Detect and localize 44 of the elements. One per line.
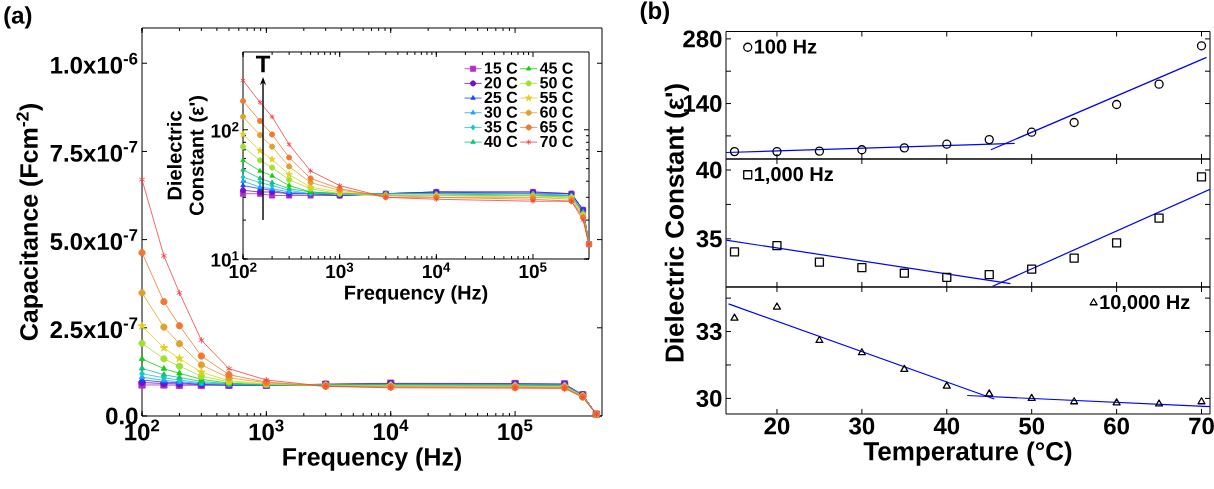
y-tick-label: 35 bbox=[696, 230, 722, 248]
y-tick-label: 280 bbox=[683, 30, 722, 48]
legend-label: 60 C bbox=[540, 106, 573, 118]
legend-label: 45 C bbox=[539, 62, 573, 74]
legend-label: 70 C bbox=[540, 135, 573, 148]
legend-label: 100 Hz bbox=[754, 39, 817, 54]
y-axis-title: Dielectric Constant (ε') bbox=[166, 96, 208, 216]
x-tick-label: 10$^{4}$ bbox=[423, 262, 451, 279]
legend-label: 20 C bbox=[484, 77, 518, 89]
x-tick-label: 50 bbox=[1019, 417, 1045, 435]
x-tick-label: 10$^{4}$ bbox=[373, 419, 409, 441]
y-tick-label: 33 bbox=[696, 323, 722, 341]
x-axis-title: Frequency (Hz) bbox=[283, 447, 462, 471]
x-axis-title: Temperature (°C) bbox=[863, 441, 1072, 466]
x-tick-label: 40 bbox=[933, 417, 960, 435]
x-tick-label: 60 bbox=[1104, 417, 1129, 435]
x-axis-title: Frequency (Hz) bbox=[345, 285, 488, 304]
legend-label: 25 C bbox=[484, 91, 518, 104]
y-tick-label: 1.0x10$^{-6}$ bbox=[51, 52, 138, 74]
legend-label: 1,000 Hz bbox=[754, 167, 834, 185]
legend-label: 30 C bbox=[484, 106, 518, 118]
legend-label: 65 C bbox=[540, 121, 573, 133]
legend-label: 55 C bbox=[540, 91, 573, 104]
x-tick-label: 20 bbox=[764, 417, 790, 435]
chart-title: (a) bbox=[4, 6, 32, 29]
x-tick-label: 10$^{3}$ bbox=[326, 262, 354, 279]
y-tick-label: 2.5x10$^{-7}$ bbox=[50, 317, 138, 339]
x-tick-label: 10$^{5}$ bbox=[519, 262, 547, 279]
legend-label: 40 C bbox=[484, 135, 518, 148]
x-tick-label: 30 bbox=[849, 417, 875, 435]
legend-label: 15 C bbox=[484, 62, 518, 74]
chart-title: (b) bbox=[640, 1, 669, 24]
y-tick-label: 7.5x10$^{-7}$ bbox=[50, 141, 138, 162]
legend-label: 50 C bbox=[540, 77, 573, 89]
y-tick-label: 40 bbox=[696, 161, 722, 179]
x-tick-label: 10$^{5}$ bbox=[498, 419, 533, 441]
legend-label: 35 C bbox=[484, 121, 518, 133]
legend-label: 10,000 Hz bbox=[1100, 295, 1190, 313]
y-tick-label: 5.0x10$^{-7}$ bbox=[50, 229, 138, 251]
x-tick-label: 10$^{3}$ bbox=[249, 419, 284, 441]
y-axis-title: Capacitance (Fcm$^{-2}$) bbox=[16, 104, 43, 341]
y-tick-label: 30 bbox=[696, 389, 722, 407]
annotation: T bbox=[255, 55, 271, 73]
x-tick-label: 70 bbox=[1189, 417, 1214, 435]
